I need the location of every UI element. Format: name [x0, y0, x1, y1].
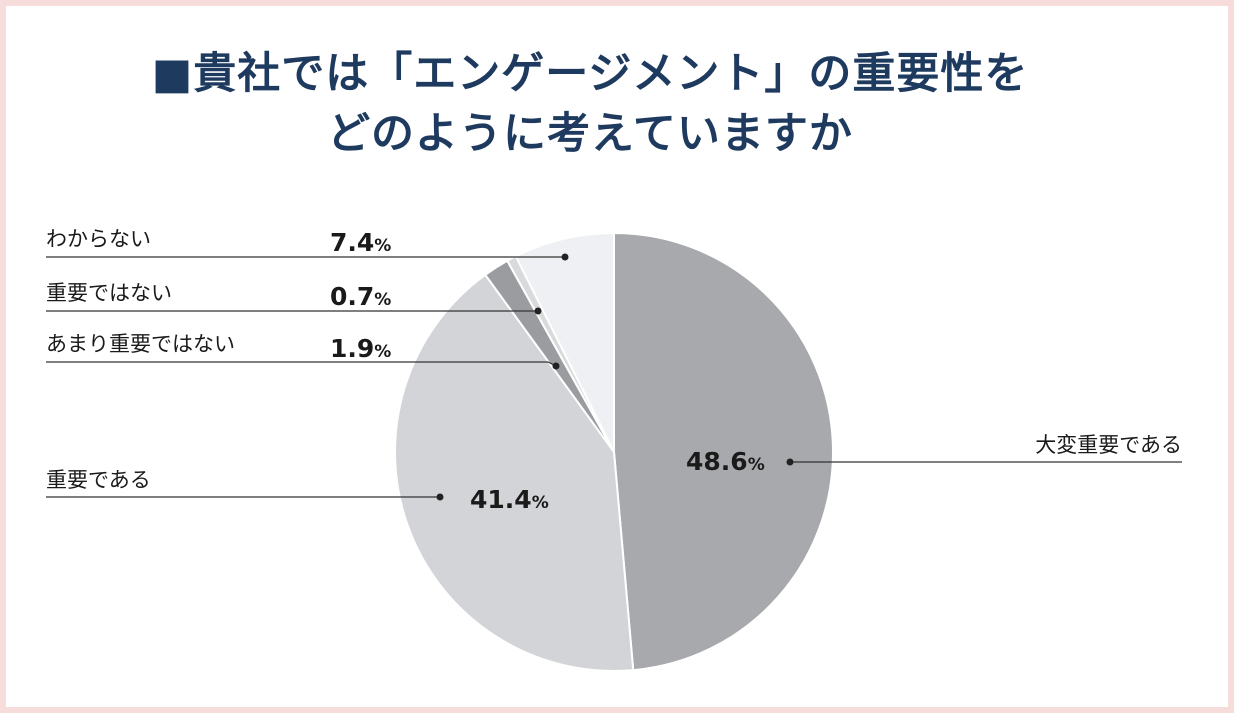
leader-dot-3 [534, 307, 542, 315]
leader-dot-1 [436, 493, 444, 501]
chart-title: ■貴社では「エンゲージメント」の重要性を どのように考えていますか [0, 44, 1180, 164]
slice-value-3: 0.7% [330, 282, 391, 311]
title-line-2: どのように考えていますか [327, 109, 853, 159]
slice-label-3: 重要ではない [46, 281, 172, 305]
slice-value-2: 1.9% [330, 334, 391, 363]
slice-value-4: 7.4% [330, 228, 391, 257]
slice-value-1: 41.4% [470, 485, 549, 514]
pie-slice-4 [514, 231, 615, 453]
title-line-1: ■貴社では「エンゲージメント」の重要性を [151, 49, 1029, 99]
slice-value-0: 48.6% [686, 447, 765, 476]
pie-slice-1 [394, 273, 635, 672]
slice-label-2: あまり重要ではない [46, 332, 235, 356]
leader-dot-2 [552, 362, 560, 370]
leader-dot-0 [786, 458, 794, 466]
slice-label-1: 重要である [46, 468, 151, 492]
pie-slice-0 [613, 231, 834, 672]
slice-label-4: わからない [46, 227, 151, 251]
leader-dot-4 [561, 253, 569, 261]
slice-label-0: 大変重要である [1035, 433, 1182, 457]
